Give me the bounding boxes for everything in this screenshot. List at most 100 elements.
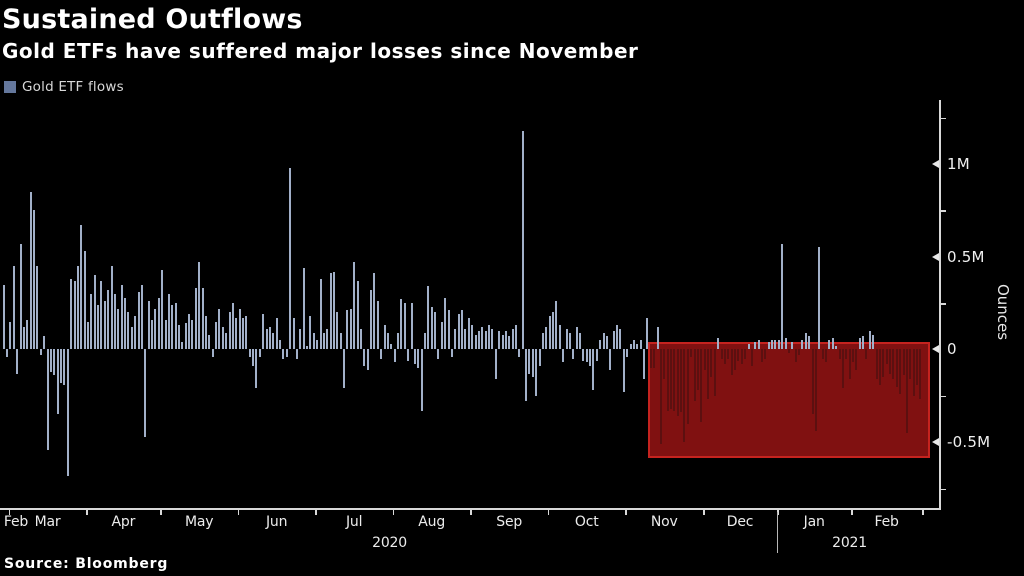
bar [2,284,5,350]
bar [690,349,693,357]
bar [791,342,794,350]
bar [912,349,915,396]
y-axis-title: Ounces [994,283,1012,341]
bar [740,349,743,365]
bar [477,330,480,350]
year-label: 2021 [832,535,867,551]
bar [83,251,86,350]
bar [322,332,325,350]
bar [450,349,453,357]
bar [444,297,447,350]
bar [225,332,228,350]
y-tick-label: -0.5M [947,433,991,452]
bar [63,349,66,385]
bar [164,319,167,350]
bar [889,349,891,374]
bar [882,349,885,378]
bar [299,329,302,350]
bar [811,349,814,415]
x-tick [392,509,395,515]
year-divider [777,512,779,553]
bar [639,340,642,350]
gridline-v [625,100,626,508]
bar [821,349,824,359]
bar [380,349,383,359]
bar [289,167,292,350]
bar [919,349,922,400]
bar [723,349,726,365]
bar [228,312,231,350]
bar [80,225,83,350]
bar [302,267,305,350]
bar [703,349,706,370]
bar [359,329,362,350]
bar [825,349,827,363]
bar [828,340,831,350]
legend-label: Gold ETF flows [22,79,124,95]
bar [582,349,585,361]
month-label: Aug [418,514,446,530]
bar [609,349,612,370]
bar [717,338,720,350]
bar [275,317,278,350]
y-axis-line [939,100,941,510]
bar [501,334,504,350]
bar [686,349,689,424]
bar [484,330,487,350]
bar [363,349,366,367]
bar [656,327,659,350]
bar [841,349,844,389]
bar [258,349,261,357]
bar [771,340,774,350]
bar [872,334,875,350]
bar [700,349,703,422]
x-axis-line [0,508,941,510]
bar [383,325,386,350]
x-tick [922,509,924,515]
bar [390,343,393,350]
bar [663,349,666,380]
bar [558,325,561,350]
bar [868,330,871,350]
month-label: Feb [3,514,29,530]
bar [66,349,69,476]
bar [794,349,797,363]
bar [612,330,615,350]
bar [747,343,750,350]
bar [113,293,116,350]
bar [9,321,12,350]
bar [373,273,376,350]
bar [538,349,541,367]
bar [413,349,416,365]
bar [585,349,588,363]
bar [70,278,73,350]
bar [616,325,618,350]
x-tick [547,509,550,515]
bar [238,308,241,350]
bar [49,349,52,372]
y-tick-major [932,345,939,354]
bar [265,329,268,350]
y-tick-label: 0 [947,340,957,359]
bar [211,349,214,357]
bar [595,349,598,361]
chart-subtitle: Gold ETFs have suffered major losses sin… [2,39,639,63]
bar [309,316,312,350]
bar [851,349,854,363]
bar [518,349,521,357]
bar [235,317,238,350]
month-label: Jun [266,514,288,530]
bar [528,349,531,374]
bar [336,312,339,350]
month-label: Apr [111,514,136,530]
bar [73,280,76,350]
bar [306,345,308,350]
bar [494,349,497,380]
bar [902,349,905,376]
bar [589,349,592,367]
bar [144,349,147,437]
bar [636,343,639,350]
x-tick [86,509,88,515]
bar [319,278,322,350]
